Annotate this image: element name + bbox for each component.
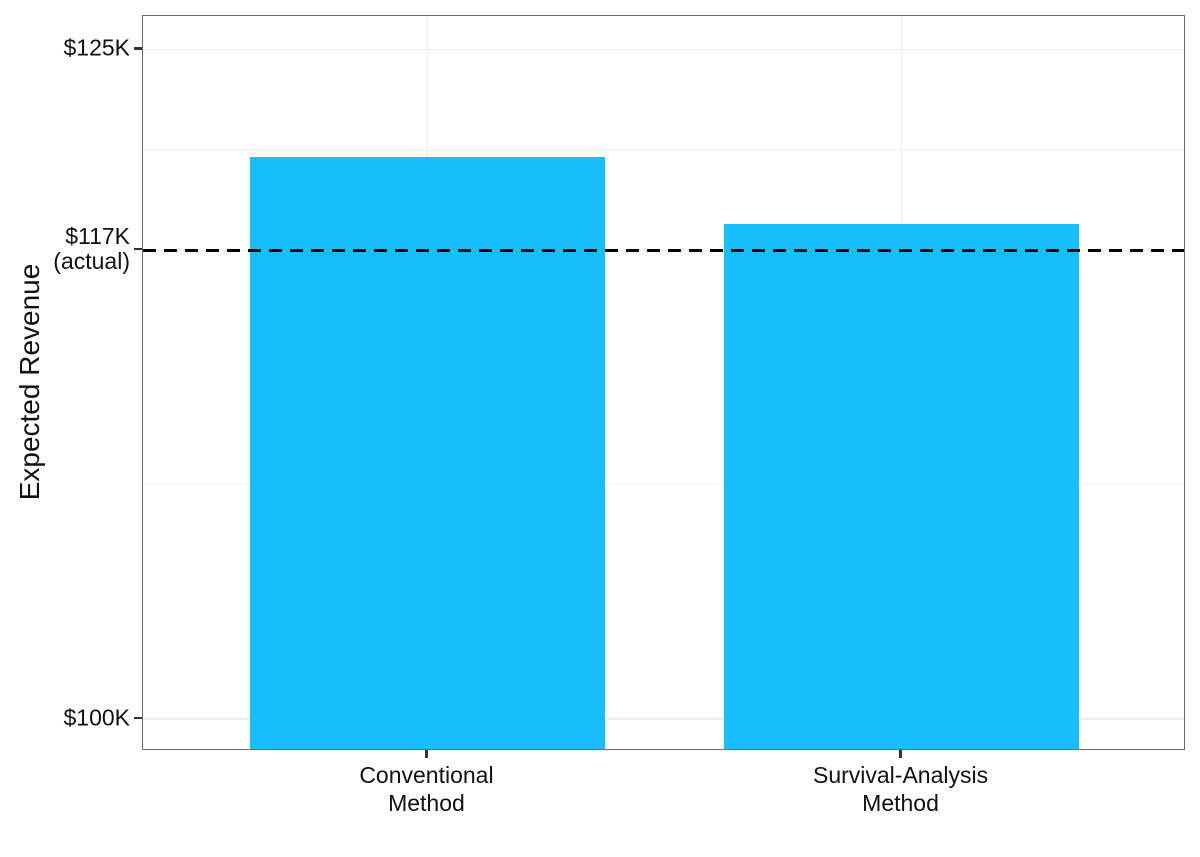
actual-revenue-dashed-line — [143, 248, 1184, 252]
y-axis-title: Expected Revenue — [14, 263, 45, 501]
y-axis-tick — [134, 716, 142, 719]
y-tick-label-125k: $125K — [63, 34, 130, 61]
bar-survival-analysis-method — [723, 223, 1080, 749]
y-tick-label-100k: $100K — [63, 704, 130, 731]
plot-panel — [142, 15, 1185, 750]
minor-gridline — [143, 149, 1184, 151]
minor-gridline — [143, 483, 1184, 486]
y-tick-label-117k: $117K (actual) — [53, 223, 130, 275]
y-axis-tick — [134, 47, 142, 50]
y-axis-tick — [134, 248, 142, 251]
x-tick-label-survival-analysis-method: Survival-Analysis Method — [812, 762, 989, 816]
major-gridline — [143, 718, 1184, 720]
bar-conventional-method — [249, 156, 606, 749]
major-gridline — [143, 48, 1184, 51]
x-axis-tick — [899, 750, 902, 758]
x-tick-label-conventional-method: Conventional Method — [359, 762, 494, 816]
x-axis-tick — [425, 750, 428, 758]
